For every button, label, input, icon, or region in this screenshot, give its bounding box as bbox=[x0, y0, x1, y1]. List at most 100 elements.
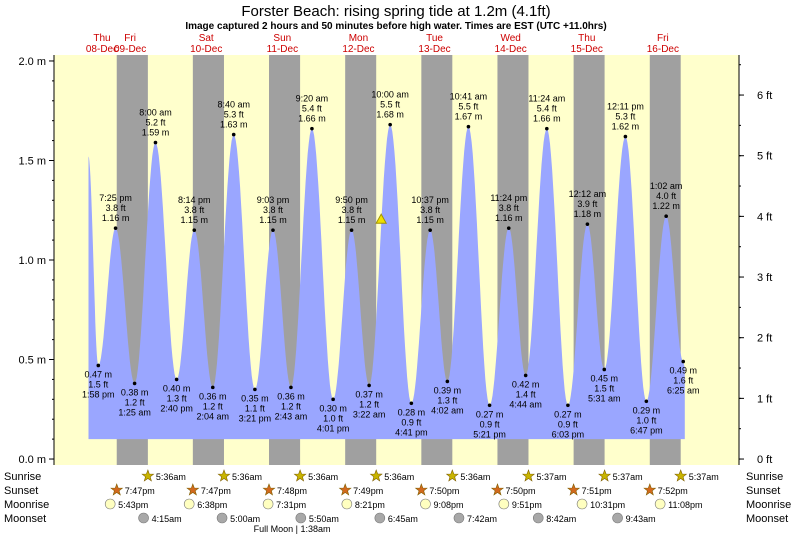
extreme-time: 10:00 am bbox=[371, 90, 409, 100]
sunset-time: 7:51pm bbox=[582, 486, 612, 496]
moonset-icon bbox=[216, 512, 228, 524]
extreme-ft: 5.2 ft bbox=[145, 118, 166, 128]
extreme-ft: 3.8 ft bbox=[184, 205, 205, 215]
extreme-point bbox=[388, 122, 392, 127]
extreme-point bbox=[331, 397, 335, 402]
sunset-icon bbox=[186, 483, 200, 496]
extreme-ft: 1.0 ft bbox=[636, 415, 657, 425]
tide-area bbox=[88, 124, 685, 440]
current-tide-marker bbox=[375, 213, 388, 224]
extreme-time: 1:02 am bbox=[650, 181, 683, 191]
extreme-ft: 5.3 ft bbox=[615, 112, 636, 122]
day-of-week: Tue bbox=[426, 33, 443, 44]
extreme-ft: 1.3 ft bbox=[437, 395, 458, 405]
moonset-icon bbox=[295, 512, 307, 524]
chart-subtitle: Image captured 2 hours and 50 minutes be… bbox=[185, 21, 606, 32]
extreme-m: 0.42 m bbox=[512, 379, 540, 389]
right-tick-label: 1 ft bbox=[757, 393, 772, 405]
left-tick-label: 2.0 m bbox=[18, 56, 46, 68]
extreme-point bbox=[585, 222, 590, 226]
sunrise-time: 5:36am bbox=[384, 472, 414, 482]
moonset-icon bbox=[532, 512, 544, 524]
moonrise-time: 5:43pm bbox=[118, 500, 148, 510]
extreme-m: 1.16 m bbox=[102, 213, 130, 223]
right-tick-label: 3 ft bbox=[757, 272, 772, 284]
extreme-time: 1:25 am bbox=[118, 407, 151, 417]
extreme-ft: 1.5 ft bbox=[594, 383, 615, 393]
chart-title: Forster Beach: rising spring tide at 1.2… bbox=[241, 3, 550, 20]
extreme-m: 1.59 m bbox=[142, 128, 170, 138]
extreme-point bbox=[231, 132, 236, 137]
sunrise-row-label: Sunrise bbox=[4, 471, 41, 483]
sunset-icon bbox=[414, 483, 428, 496]
moonset-time: 5:00am bbox=[230, 514, 260, 524]
extreme-ft: 0.9 ft bbox=[558, 419, 579, 429]
moonrise-time: 6:38pm bbox=[197, 500, 227, 510]
extreme-point bbox=[174, 377, 179, 382]
extreme-time: 7:25 pm bbox=[99, 193, 132, 203]
left-tick-label: 1.5 m bbox=[18, 155, 46, 167]
day-labels: Thu08-DecFri09-DecSat10-DecSun11-DecMon1… bbox=[86, 33, 679, 55]
extreme-point bbox=[153, 140, 158, 145]
extreme-point bbox=[445, 379, 450, 384]
day-date: 12-Dec bbox=[342, 44, 374, 55]
extreme-point bbox=[192, 228, 197, 232]
extreme-ft: 3.8 ft bbox=[106, 203, 127, 213]
sunset-time: 7:49pm bbox=[353, 486, 383, 496]
extreme-time: 12:12 am bbox=[569, 189, 607, 199]
extreme-point bbox=[113, 226, 118, 230]
extreme-ft: 3.8 ft bbox=[499, 203, 520, 213]
extreme-point bbox=[132, 381, 137, 386]
sunrise-icon bbox=[369, 469, 383, 482]
extreme-m: 0.38 m bbox=[121, 387, 149, 397]
extreme-ft: 1.2 ft bbox=[359, 399, 380, 409]
sunset-time: 7:47pm bbox=[201, 486, 231, 496]
day-date: 13-Dec bbox=[418, 44, 450, 55]
extreme-ft: 5.5 ft bbox=[458, 102, 479, 112]
extreme-m: 0.27 m bbox=[476, 409, 504, 419]
moonset-time: 9:43am bbox=[626, 514, 656, 524]
extreme-time: 12:11 pm bbox=[607, 102, 644, 112]
sunrise-time: 5:37am bbox=[536, 472, 566, 482]
right-tick-label: 0 ft bbox=[757, 454, 772, 466]
extreme-m: 1.15 m bbox=[338, 215, 366, 225]
extreme-m: 1.18 m bbox=[574, 209, 602, 219]
day-of-week: Fri bbox=[657, 33, 669, 44]
extreme-m: 0.40 m bbox=[163, 383, 191, 393]
sunset-time: 7:47pm bbox=[125, 486, 155, 496]
axes: 0.0 m 0.5 m 1.0 m 1.5 m 2.0 m 0 ft 1 ft 2 ft 3 f… bbox=[18, 55, 772, 466]
extreme-time: 10:41 am bbox=[450, 92, 488, 102]
right-tick-label: 4 ft bbox=[757, 211, 772, 223]
extreme-ft: 1.2 ft bbox=[281, 401, 302, 411]
sunrise-time: 5:37am bbox=[613, 472, 643, 482]
extreme-m: 1.66 m bbox=[533, 114, 561, 124]
extreme-point bbox=[96, 363, 101, 368]
extreme-time: 11:24 am bbox=[528, 94, 565, 104]
sunset-time: 7:50pm bbox=[429, 486, 459, 496]
extreme-m: 0.37 m bbox=[355, 389, 383, 399]
moonset-time: 6:45am bbox=[388, 514, 418, 524]
sunset-icon bbox=[110, 483, 124, 496]
sunrise-time: 5:36am bbox=[232, 472, 262, 482]
extreme-time: 5:21 pm bbox=[473, 429, 506, 439]
extreme-time: 4:44 am bbox=[509, 399, 542, 409]
extreme-ft: 1.1 ft bbox=[245, 403, 266, 413]
extreme-ft: 0.9 ft bbox=[480, 419, 501, 429]
extreme-time: 6:25 am bbox=[667, 386, 700, 396]
sunset-icon bbox=[490, 483, 505, 496]
extreme-ft: 1.2 ft bbox=[203, 401, 224, 411]
extreme-time: 6:03 pm bbox=[552, 429, 585, 439]
extreme-m: 0.39 m bbox=[434, 385, 462, 395]
right-tick-label: 5 ft bbox=[757, 151, 772, 163]
extreme-time: 4:41 pm bbox=[395, 427, 428, 437]
moonset-icon bbox=[374, 512, 386, 524]
extreme-time: 8:00 am bbox=[139, 108, 172, 118]
extreme-ft: 3.8 ft bbox=[263, 205, 284, 215]
day-date: 09-Dec bbox=[114, 44, 146, 55]
extreme-m: 1.16 m bbox=[495, 213, 523, 223]
extreme-time: 3:22 am bbox=[353, 409, 386, 419]
moonrise-time: 9:51pm bbox=[512, 500, 542, 510]
sunrise-icon bbox=[598, 469, 612, 482]
moonset-icon bbox=[612, 512, 623, 524]
